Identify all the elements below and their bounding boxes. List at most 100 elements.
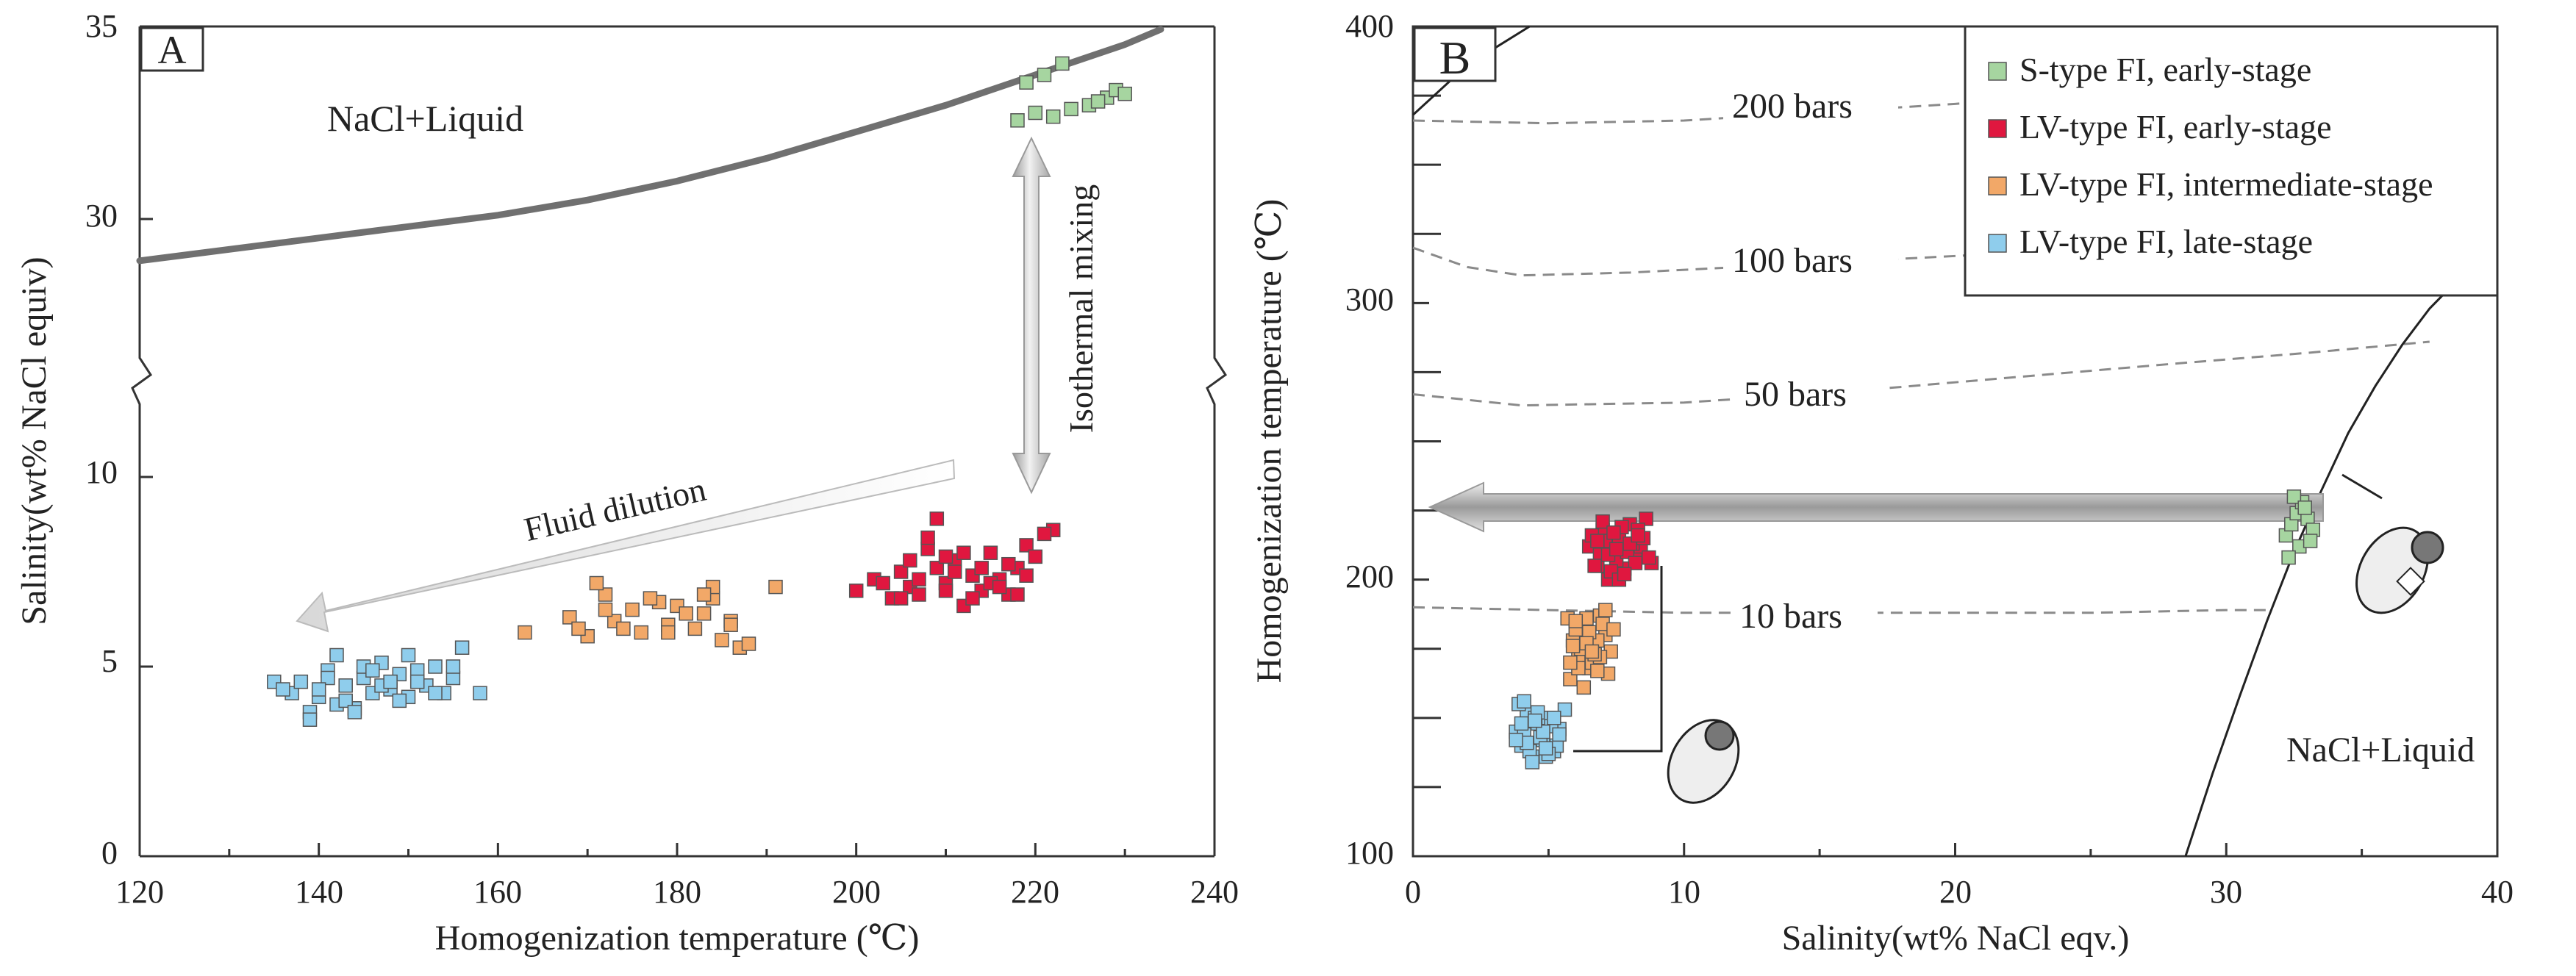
isobar-label-bg — [1723, 240, 1898, 281]
panel-b-point-lv-type-fi-intermediate-stage — [1576, 680, 1592, 695]
legend-label: LV-type FI, late-stage — [2019, 223, 2313, 260]
panel-b-xtick-label: 0 — [1405, 874, 1421, 910]
panel-a-point-lv-type-fi-early-stage — [929, 561, 945, 575]
panel-b-xtick-label: 30 — [2210, 874, 2242, 910]
isobar-label-bg — [1731, 595, 1878, 636]
panel-a-ytick-label: 30 — [85, 198, 118, 234]
panel-a-point-lv-type-fi-intermediate-stage — [696, 606, 712, 621]
panel-a-point-lv-type-fi-early-stage — [903, 553, 917, 568]
panel-b-region-label: NaCl+Liquid — [2286, 731, 2475, 769]
isothermal-mixing-arrow — [1012, 136, 1051, 495]
panel-a-point-lv-type-fi-late-stage — [293, 674, 309, 689]
legend: S-type FI, early-stage LV-type FI, early… — [1964, 25, 2499, 297]
panel-b-point-lv-type-fi-late-stage — [1528, 713, 1542, 728]
panel-b-ytick-label: 300 — [1345, 281, 1394, 317]
panel-a-point-lv-type-fi-early-stage — [983, 545, 998, 560]
panel-b-point-lv-type-fi-early-stage — [1595, 514, 1610, 529]
panel-b-point-lv-type-fi-early-stage — [1609, 542, 1624, 557]
panel-a-point-lv-type-fi-intermediate-stage — [616, 621, 631, 636]
cooling-trend-arrow — [1428, 481, 2324, 533]
panel-a-point-lv-type-fi-early-stage — [992, 579, 1007, 595]
panel-b-point-lv-type-fi-late-stage — [1525, 755, 1540, 769]
panel-a-point-lv-type-fi-late-stage — [347, 705, 362, 720]
panel-a: 120 140 160 180 200 220 240 0 5 10 30 35… — [15, 8, 1239, 958]
panel-a-point-lv-type-fi-intermediate-stage — [687, 621, 703, 636]
panel-b-point-s-type-fi-early-stage — [2303, 534, 2318, 548]
panel-b-ytick-label: 400 — [1345, 8, 1394, 44]
panel-a-point-lv-type-fi-late-stage — [329, 647, 344, 663]
isobar-label-200: 200 bars — [1732, 87, 1853, 126]
panel-a-point-s-type-fi-early-stage — [1010, 113, 1025, 128]
panel-a-label-box — [140, 26, 204, 72]
panel-a-point-lv-type-fi-early-stage — [1037, 526, 1052, 542]
panel-a-point-lv-type-fi-intermediate-stage — [723, 617, 738, 632]
stage-connector-bracket — [1573, 566, 1663, 753]
s-type-inclusion-leader — [2341, 473, 2383, 500]
panel-b-xtick-label: 20 — [1939, 874, 1972, 910]
fluid-dilution-arrow — [296, 459, 956, 633]
legend-swatch-lv-early — [1988, 119, 2007, 138]
panel-a-y-axis — [131, 26, 153, 856]
panel-a-ylabel: Salinity(wt% NaCl equiv) — [15, 256, 54, 625]
panel-b-label: B — [1439, 32, 1471, 84]
isobar-label-100: 100 bars — [1732, 241, 1853, 280]
panel-a-point-lv-type-fi-late-stage — [311, 682, 326, 697]
legend-swatch-s-early — [1988, 62, 2007, 81]
panel-a-point-s-type-fi-early-stage — [1028, 105, 1043, 121]
panel-a-xlabel: Homogenization temperature (℃) — [435, 919, 920, 958]
panel-a-point-lv-type-fi-early-stage — [912, 587, 926, 602]
panel-b-point-lv-type-fi-intermediate-stage — [1584, 644, 1600, 659]
panel-b-point-s-type-fi-early-stage — [2297, 500, 2312, 515]
panel-a-point-s-type-fi-early-stage — [1055, 56, 1070, 71]
panel-a-point-lv-type-fi-early-stage — [1001, 556, 1016, 572]
panel-a-point-lv-type-fi-intermediate-stage — [625, 602, 640, 617]
panel-a-point-lv-type-fi-early-stage — [1019, 568, 1034, 583]
panel-a-xtick-label: 120 — [115, 874, 164, 910]
panel-a-point-lv-type-fi-early-stage — [1010, 587, 1025, 602]
panel-b-xlabel: Salinity(wt% NaCl eqv.) — [1782, 919, 2130, 958]
panel-a-halite-boundary — [136, 26, 1164, 265]
panel-a-point-lv-type-fi-early-stage — [893, 564, 909, 579]
legend-swatch-lv-intermediate — [1988, 176, 2007, 195]
panel-a-point-lv-type-fi-early-stage — [876, 575, 890, 591]
panel-b-point-lv-type-fi-late-stage — [1538, 741, 1553, 756]
isobar-label-bg — [1736, 373, 1883, 415]
panel-b-point-s-type-fi-early-stage — [2281, 550, 2296, 565]
panel-a-point-lv-type-fi-late-stage — [383, 674, 398, 689]
panel-a-right-axis — [1206, 26, 1228, 856]
panel-b-point-lv-type-fi-early-stage — [1587, 559, 1602, 573]
isobar-label-10: 10 bars — [1739, 597, 1842, 636]
panel-a-xtick-label: 220 — [1011, 874, 1059, 910]
legend-label: LV-type FI, intermediate-stage — [2019, 165, 2433, 203]
panel-b-point-lv-type-fi-late-stage — [1547, 711, 1561, 725]
panel-a-xtick-label: 160 — [473, 874, 522, 910]
panel-a-point-lv-type-fi-early-stage — [893, 591, 909, 606]
legend-swatch-lv-late — [1988, 234, 2007, 253]
isobar-50-bars — [1412, 340, 2430, 407]
panel-b-point-lv-type-fi-early-stage — [1606, 525, 1621, 540]
panel-a-point-lv-type-fi-intermediate-stage — [643, 591, 658, 606]
lv-inclusion-sketch-bubble — [1704, 720, 1735, 751]
panel-a-point-lv-type-fi-intermediate-stage — [518, 625, 532, 640]
panel-b-point-lv-type-fi-late-stage — [1552, 727, 1567, 742]
legend-label: S-type FI, early-stage — [2019, 51, 2311, 88]
panel-a-point-lv-type-fi-intermediate-stage — [571, 621, 586, 636]
isothermal-mixing-label: Isothermal mixing — [1062, 184, 1100, 434]
panel-a-point-lv-type-fi-intermediate-stage — [768, 579, 783, 595]
panel-b-point-lv-type-fi-intermediate-stage — [1563, 672, 1578, 686]
panel-b-ticks — [1412, 25, 2499, 858]
panel-a-point-lv-type-fi-late-stage — [338, 678, 353, 693]
panel-b-label-box — [1413, 26, 1497, 82]
panel-a-region-label: NaCl+Liquid — [327, 98, 523, 139]
panel-a-point-lv-type-fi-late-stage — [454, 640, 470, 655]
panel-b-point-lv-type-fi-intermediate-stage — [1568, 614, 1584, 628]
panel-a-point-lv-type-fi-early-stage — [848, 584, 864, 598]
panel-a-ytick-label: 5 — [101, 643, 118, 679]
isobar-label-50: 50 bars — [1744, 375, 1847, 414]
lv-inclusion-sketch — [1667, 719, 1740, 804]
panel-b-point-lv-type-fi-late-stage — [1536, 724, 1550, 739]
panel-b-point-lv-type-fi-late-stage — [1557, 702, 1573, 717]
panel-b-ytick-label: 200 — [1345, 559, 1394, 595]
panel-a-point-lv-type-fi-early-stage — [938, 584, 954, 598]
